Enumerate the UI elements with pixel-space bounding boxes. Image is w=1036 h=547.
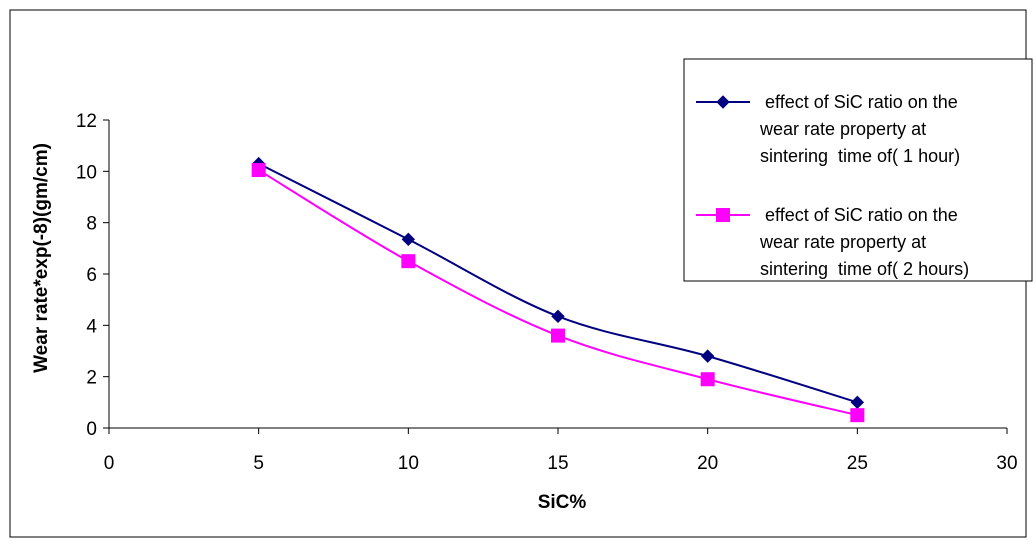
legend-series-1-label: effect of SiC ratio on the	[760, 92, 958, 112]
x-tick-label: 20	[697, 453, 718, 474]
y-tick-label: 2	[86, 368, 97, 389]
x-tick-label: 10	[398, 453, 419, 474]
x-axis-title: SiC%	[538, 492, 587, 513]
x-tick-label: 0	[104, 453, 115, 474]
legend: effect of SiC ratio on the wear rate prop…	[683, 58, 1033, 282]
x-tick-label: 25	[847, 453, 868, 474]
series-2-point	[251, 163, 266, 178]
legend-series-2-marker	[716, 208, 730, 222]
series-2-point	[700, 372, 715, 387]
y-tick-label: 10	[76, 162, 97, 183]
y-tick-label: 4	[86, 316, 97, 337]
series-1-point	[401, 232, 416, 247]
y-tick-label: 8	[86, 214, 97, 235]
series-1-point	[700, 349, 715, 363]
series-2-point	[401, 254, 416, 269]
series-2-point	[850, 408, 865, 423]
legend-series-1-label: wear rate property at	[759, 119, 926, 139]
legend-series-1-marker	[716, 95, 730, 109]
y-tick-label: 12	[76, 111, 97, 132]
legend-series-1-label: sintering time of( 1 hour)	[760, 146, 960, 166]
series-1-point	[551, 309, 565, 324]
y-axis-title: Wear rate*exp(-8)(gm/cm)	[31, 143, 52, 373]
plot-area: 0 2 4 6 8 10 12 0 5 10 15 20 25 30	[76, 111, 1018, 474]
x-tick-label: 15	[547, 453, 568, 474]
legend-series-2-label: effect of SiC ratio on the	[760, 205, 958, 225]
y-tick-label: 6	[86, 265, 97, 286]
legend-series-2-label: wear rate property at	[759, 232, 926, 252]
x-tick-label: 30	[996, 453, 1017, 474]
x-tick-label: 5	[253, 453, 264, 474]
legend-series-2-label: sintering time of( 2 hours)	[760, 259, 969, 279]
legend-box	[683, 58, 1033, 282]
y-tick-label: 0	[86, 419, 97, 440]
series-2-point	[551, 328, 565, 343]
